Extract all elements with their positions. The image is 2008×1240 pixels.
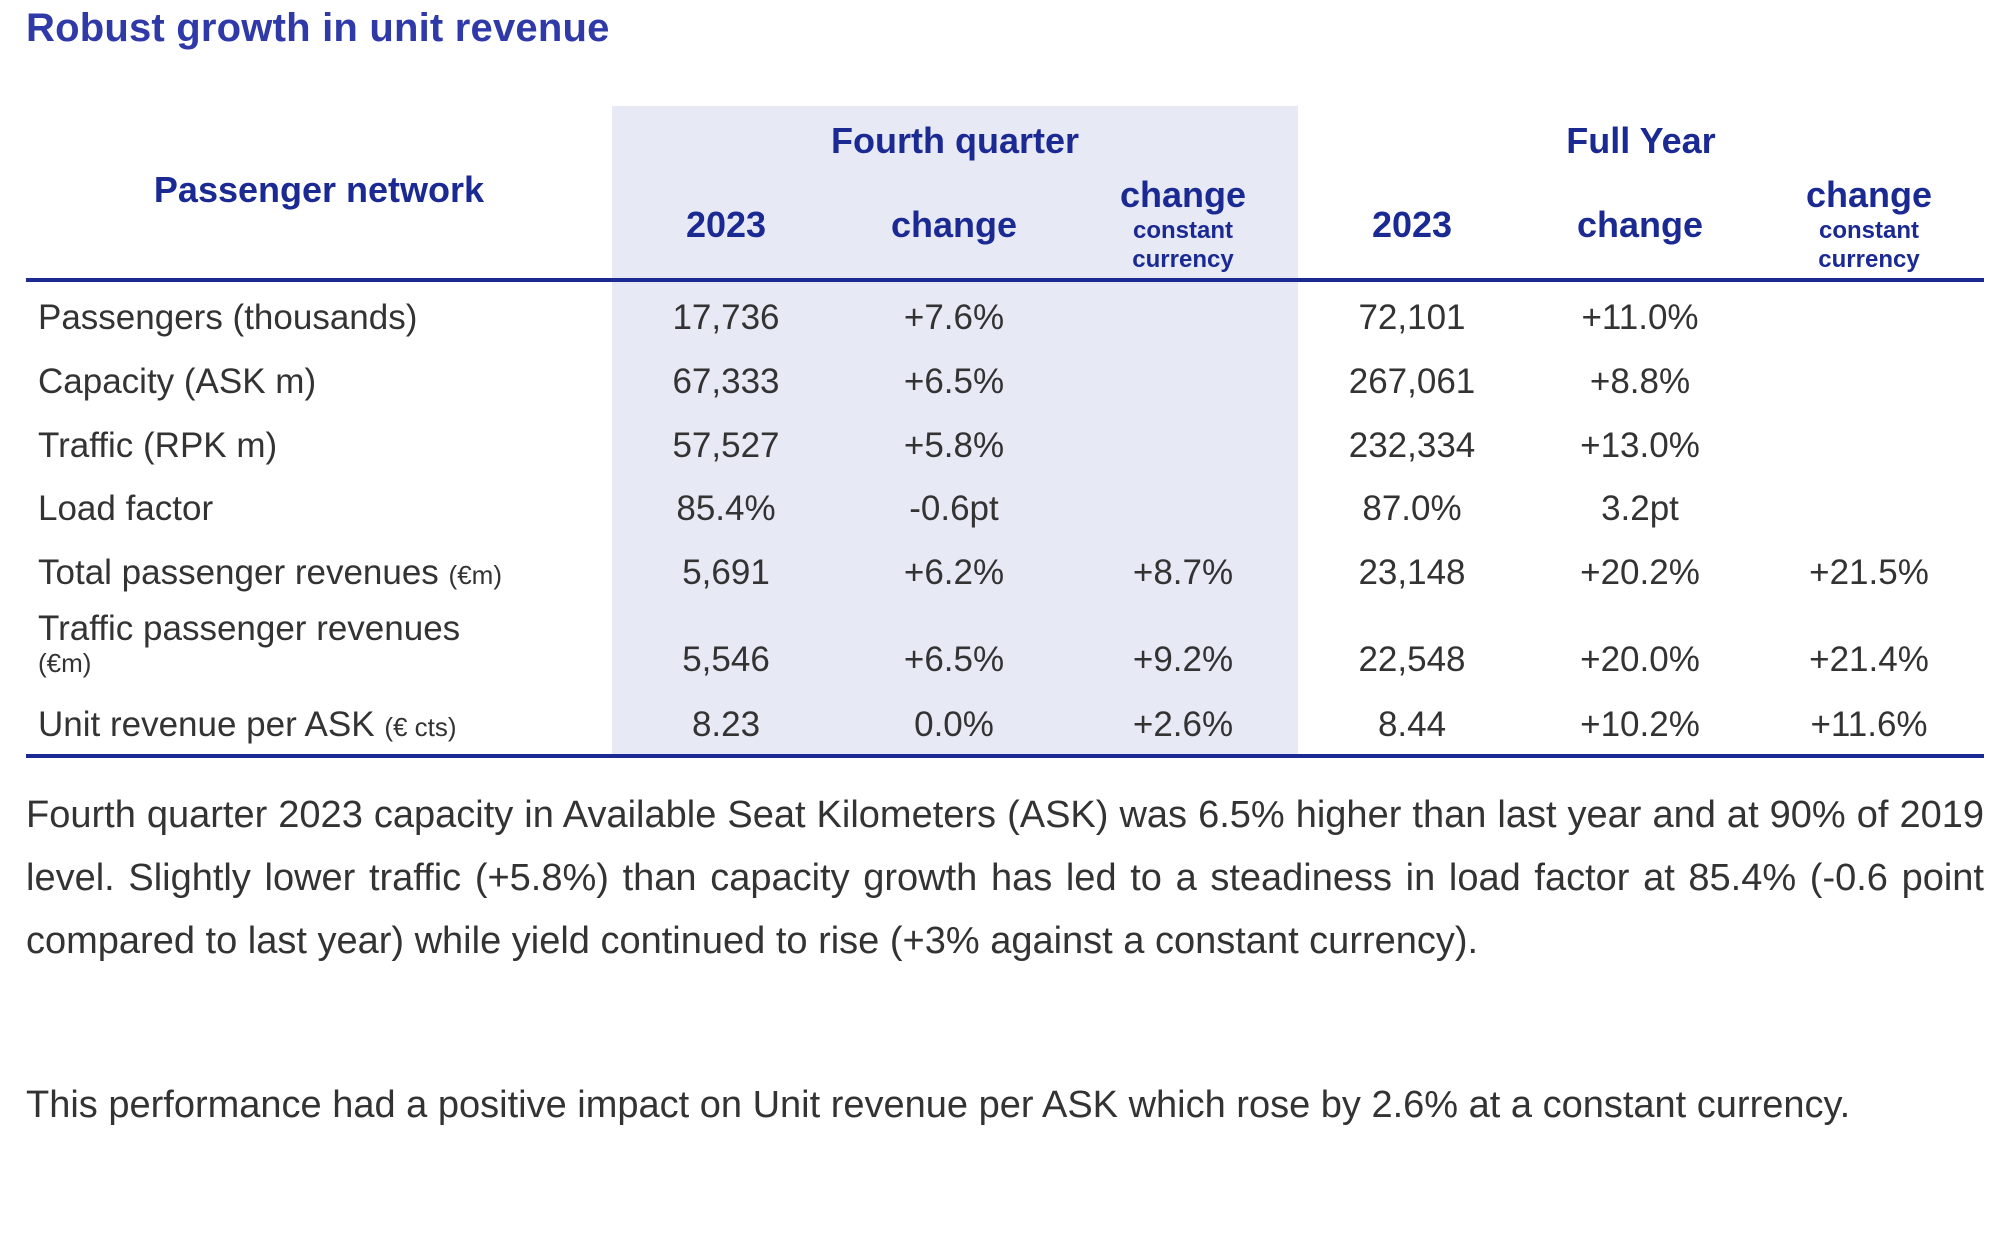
cell-fy-change: +20.0% bbox=[1580, 640, 1700, 679]
row-label-text: Traffic passenger revenues bbox=[38, 609, 461, 648]
row-label-text: Total passenger revenues bbox=[38, 553, 439, 592]
cell-q4-change: 0.0% bbox=[914, 705, 994, 744]
col-header-fy-cc-sub2: currency bbox=[1818, 246, 1920, 273]
cell-fy-change: +13.0% bbox=[1580, 426, 1700, 465]
cell-q4-2023: 5,546 bbox=[682, 640, 770, 679]
page-title: Robust growth in unit revenue bbox=[26, 6, 610, 50]
col-header-q4-change-constant-currency: change constant currency bbox=[1068, 174, 1298, 274]
cell-fy-change: +11.0% bbox=[1581, 298, 1699, 337]
cell-fy-change: +8.8% bbox=[1589, 362, 1691, 401]
cell-q4-cc: +8.7% bbox=[1132, 553, 1234, 592]
col-header-fy-cc-sub1: constant bbox=[1818, 217, 1919, 244]
cell-q4-change: -0.6pt bbox=[909, 489, 999, 528]
col-header-fy-cc-main: change bbox=[1805, 174, 1933, 215]
cell-fy-change: +20.2% bbox=[1580, 553, 1700, 592]
col-header-fy-2023: 2023 bbox=[1371, 204, 1453, 245]
cell-fy-change: +10.2% bbox=[1580, 705, 1700, 744]
cell-fy-2023: 23,148 bbox=[1358, 553, 1466, 592]
row-label: Total passenger revenues (€m) bbox=[38, 553, 502, 593]
paragraph-capacity: Fourth quarter 2023 capacity in Availabl… bbox=[26, 794, 1984, 962]
cell-q4-2023: 17,736 bbox=[672, 298, 780, 337]
col-header-q4-cc-main: change bbox=[1119, 174, 1247, 215]
cell-q4-change: +5.8% bbox=[903, 426, 1005, 465]
cell-q4-change: +6.5% bbox=[903, 640, 1005, 679]
group-header-fourth-quarter: Fourth quarter bbox=[831, 120, 1079, 161]
row-label: Load factor bbox=[38, 489, 214, 528]
cell-fy-2023: 72,101 bbox=[1358, 298, 1466, 337]
row-label: Traffic (RPK m) bbox=[38, 426, 278, 465]
row-label: Capacity (ASK m) bbox=[38, 362, 317, 401]
cell-q4-cc: +9.2% bbox=[1132, 640, 1234, 679]
paragraph-performance: This performance had a positive impact o… bbox=[26, 1084, 1851, 1126]
cell-q4-2023: 8.23 bbox=[691, 705, 761, 744]
cell-fy-2023: 232,334 bbox=[1348, 426, 1476, 465]
row-label-unit: (€m) bbox=[448, 560, 502, 590]
cell-fy-2023: 8.44 bbox=[1377, 705, 1447, 744]
cell-q4-2023: 5,691 bbox=[682, 553, 770, 592]
fourth-quarter-band bbox=[612, 106, 1298, 758]
cell-q4-change: +7.6% bbox=[903, 298, 1005, 337]
cell-fy-cc: +11.6% bbox=[1810, 705, 1928, 744]
col-header-fy-change-constant-currency: change constant currency bbox=[1754, 174, 1984, 274]
row-label-text: Unit revenue per ASK bbox=[38, 705, 375, 744]
cell-q4-2023: 57,527 bbox=[672, 426, 780, 465]
cell-q4-2023: 85.4% bbox=[676, 489, 776, 528]
cell-fy-2023: 267,061 bbox=[1348, 362, 1476, 401]
cell-q4-cc: +2.6% bbox=[1132, 705, 1234, 744]
row-label: Unit revenue per ASK (€ cts) bbox=[38, 705, 457, 745]
header-rule bbox=[26, 278, 1984, 282]
row-label-unit: (€m) bbox=[38, 648, 92, 678]
row-label: Passengers (thousands) bbox=[38, 298, 418, 337]
cell-q4-change: +6.5% bbox=[903, 362, 1005, 401]
cell-q4-change: +6.2% bbox=[903, 553, 1005, 592]
row-label-unit: (€ cts) bbox=[384, 712, 457, 742]
cell-fy-change: 3.2pt bbox=[1601, 489, 1679, 528]
cell-fy-2023: 87.0% bbox=[1362, 489, 1462, 528]
col-header-q4-change: change bbox=[890, 204, 1018, 245]
footer-rule bbox=[26, 754, 1984, 758]
cell-q4-2023: 67,333 bbox=[672, 362, 780, 401]
cell-fy-2023: 22,548 bbox=[1358, 640, 1466, 679]
col-header-q4-cc-sub1: constant bbox=[1132, 217, 1233, 244]
row-label: Traffic passenger revenues (€m) bbox=[38, 609, 598, 680]
row-header: Passenger network bbox=[153, 169, 485, 210]
col-header-q4-cc-sub2: currency bbox=[1132, 246, 1234, 273]
col-header-fy-change: change bbox=[1576, 204, 1704, 245]
col-header-q4-2023: 2023 bbox=[685, 204, 767, 245]
group-header-full-year: Full Year bbox=[1566, 120, 1716, 161]
cell-fy-cc: +21.5% bbox=[1809, 553, 1929, 592]
cell-fy-cc: +21.4% bbox=[1809, 640, 1929, 679]
